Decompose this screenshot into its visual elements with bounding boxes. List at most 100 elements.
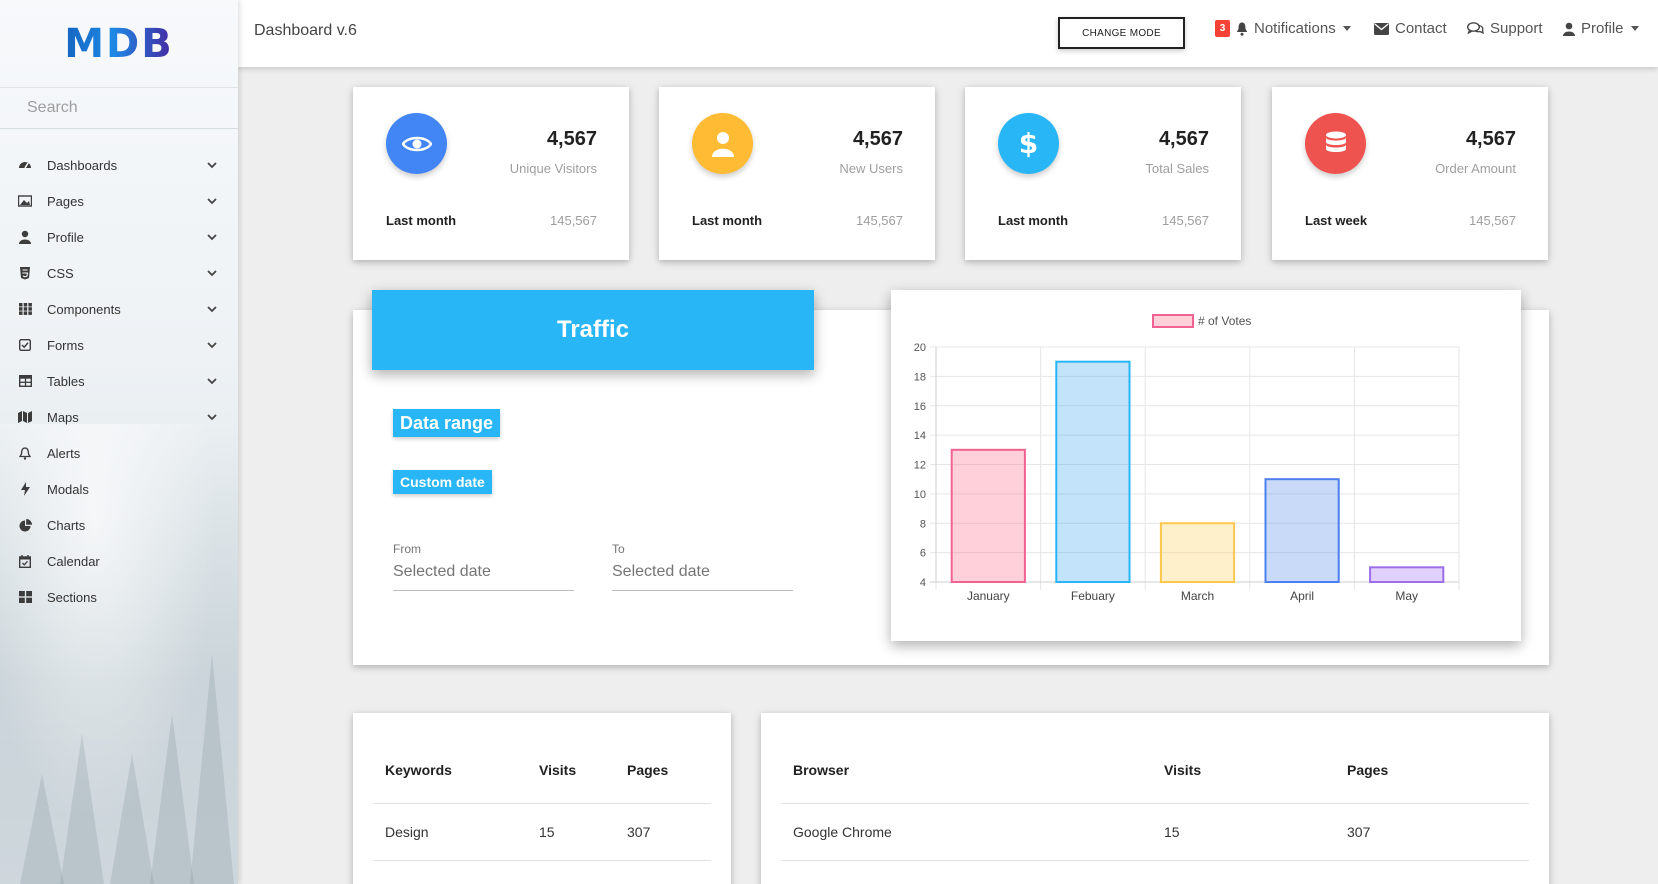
stat-icon-circle: $: [998, 113, 1059, 174]
page-title: Dashboard v.6: [254, 22, 357, 39]
from-date-field: From: [393, 542, 574, 591]
table-icon: [18, 374, 32, 388]
stat-label: Unique Visitors: [509, 161, 597, 176]
y-tick-label: 18: [914, 371, 926, 383]
user-icon: [711, 131, 734, 157]
sidebar-item-components[interactable]: Components: [0, 291, 238, 327]
stat-value: 4,567: [852, 128, 903, 150]
notifications-dropdown[interactable]: 3 Notifications: [1215, 20, 1351, 37]
bar-april: [1264, 478, 1340, 583]
table-cell: Design: [373, 803, 527, 861]
sidebar-nav: Dashboards Pages Profile CSS Components …: [0, 147, 238, 615]
sidebar-item-label: Maps: [47, 409, 79, 425]
tree-decoration: [60, 734, 104, 884]
x-tick-label: April: [1290, 589, 1314, 603]
column-header: Visits: [527, 737, 615, 804]
sidebar-item-forms[interactable]: Forms: [0, 327, 238, 363]
from-date-input[interactable]: [393, 560, 574, 591]
support-link[interactable]: Support: [1467, 20, 1543, 37]
sidebar-item-profile[interactable]: Profile: [0, 219, 238, 255]
y-tick-label: 4: [920, 577, 926, 589]
image-icon: [18, 194, 32, 208]
tree-decoration: [150, 714, 194, 884]
database-icon: [1325, 131, 1347, 157]
table-cell: Bootstrap: [373, 860, 527, 884]
sidebar-item-label: Forms: [47, 337, 84, 353]
x-tick-label: Febuary: [1071, 589, 1115, 603]
sidebar-item-label: Charts: [47, 517, 86, 533]
stat-period: Last month: [998, 213, 1069, 228]
sidebar-item-tables[interactable]: Tables: [0, 363, 238, 399]
tree-decoration: [20, 774, 64, 884]
stat-total: 145,567: [550, 213, 597, 228]
y-tick-label: 8: [920, 518, 926, 530]
sidebar-item-calendar[interactable]: Calendar: [0, 543, 238, 579]
th-icon: [18, 302, 32, 316]
votes-chart-card: 4 6 8 10 12 14 16 18 20 January Febuary March April M…: [891, 290, 1521, 641]
bar-march: [1159, 522, 1236, 583]
stat-period: Last month: [692, 213, 763, 228]
bar-may: [1369, 566, 1445, 583]
search-input[interactable]: [0, 88, 238, 128]
sidebar-item-label: Dashboards: [47, 157, 118, 173]
chevron-down-icon: [206, 231, 218, 243]
table-cell: 32: [1152, 860, 1335, 884]
sidebar-item-label: Calendar: [47, 553, 100, 569]
sidebar-item-charts[interactable]: Charts: [0, 507, 238, 543]
stat-total: 145,567: [1162, 213, 1209, 228]
table-row: Google Chrome 15 307: [781, 803, 1529, 861]
sidebar-item-alerts[interactable]: Alerts: [0, 435, 238, 471]
bar-febuary: [1055, 360, 1131, 583]
stat-label: New Users: [839, 161, 903, 176]
sidebar-item-maps[interactable]: Maps: [0, 399, 238, 435]
contact-link[interactable]: Contact: [1374, 20, 1447, 37]
stat-period: Last month: [386, 213, 457, 228]
y-tick-label: 20: [914, 342, 926, 354]
calendar-check-icon: [18, 554, 32, 568]
keywords-table-card: Keywords Visits Pages Design 15 307 Boot…: [353, 713, 731, 884]
table-cell: Mozilla Firefox: [781, 860, 1152, 884]
chevron-down-icon: [206, 339, 218, 351]
support-label: Support: [1490, 20, 1543, 37]
chevron-down-icon: [206, 195, 218, 207]
sidebar-item-label: Sections: [47, 589, 97, 605]
sidebar-item-css[interactable]: CSS: [0, 255, 238, 291]
sidebar-item-pages[interactable]: Pages: [0, 183, 238, 219]
profile-dropdown[interactable]: Profile: [1563, 20, 1639, 37]
profile-label: Profile: [1581, 20, 1624, 37]
sidebar-item-label: CSS: [47, 265, 74, 281]
stat-total: 145,567: [856, 213, 903, 228]
stat-card-new-users: 4,567 New Users Last month 145,567: [659, 87, 935, 260]
table-row: Mozilla Firefox 32 504: [781, 860, 1529, 884]
tachometer-icon: [18, 158, 32, 172]
sidebar-item-dashboards[interactable]: Dashboards: [0, 147, 238, 183]
table-cell: 307: [1335, 803, 1529, 861]
sidebar-fog-background: [0, 424, 238, 884]
column-header: Browser: [781, 737, 1152, 804]
sidebar-item-sections[interactable]: Sections: [0, 579, 238, 615]
y-tick-label: 16: [914, 401, 926, 413]
bell-icon: [18, 446, 32, 460]
stat-label: Total Sales: [1145, 161, 1209, 176]
sidebar-item-label: Profile: [47, 229, 84, 245]
table-cell: 504: [1335, 860, 1529, 884]
stat-card-total-sales: $ 4,567 Total Sales Last month 145,567: [965, 87, 1241, 260]
data-range-badge: Data range: [393, 409, 501, 437]
map-icon: [18, 410, 32, 424]
sidebar-item-label: Pages: [47, 193, 84, 209]
sidebar-item-label: Modals: [47, 481, 89, 497]
logo[interactable]: MDB: [0, 0, 238, 88]
sidebar-item-modals[interactable]: Modals: [0, 471, 238, 507]
x-tick-label: March: [1181, 589, 1214, 603]
custom-date-badge: Custom date: [393, 470, 492, 494]
legend-label: # of Votes: [1198, 314, 1251, 328]
keywords-table: Keywords Visits Pages Design 15 307 Boot…: [373, 737, 711, 884]
bolt-icon: [18, 482, 32, 496]
bell-icon: [1236, 22, 1248, 36]
stat-value: 4,567: [1465, 128, 1516, 150]
change-mode-button[interactable]: CHANGE MODE: [1058, 17, 1185, 49]
browser-table: Browser Visits Pages Google Chrome 15 30…: [781, 737, 1529, 884]
to-date-input[interactable]: [612, 560, 793, 591]
top-navbar: Dashboard v.6 CHANGE MODE 3 Notification…: [238, 0, 1658, 67]
pie-chart-icon: [18, 518, 32, 532]
